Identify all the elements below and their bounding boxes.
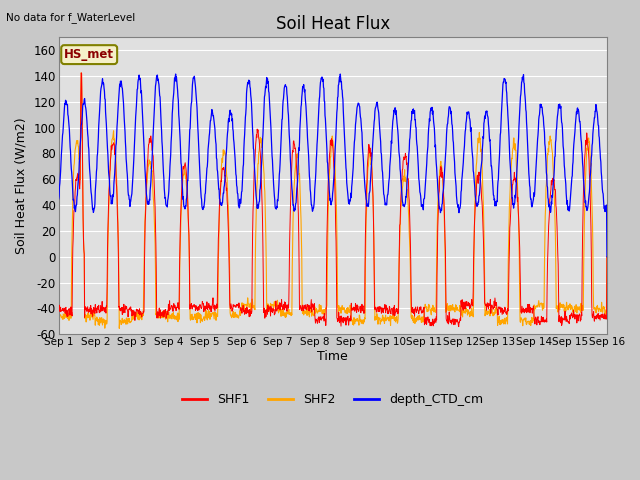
depth_CTD_cm xyxy=(177,160,185,166)
SHF2 xyxy=(77,70,85,76)
Legend: SHF1, SHF2, depth_CTD_cm: SHF1, SHF2, depth_CTD_cm xyxy=(177,388,488,411)
Text: HS_met: HS_met xyxy=(64,48,114,61)
SHF1 xyxy=(419,309,426,315)
SHF1 xyxy=(239,306,246,312)
SHF2 xyxy=(115,325,123,331)
SHF1 xyxy=(490,299,498,304)
SHF1 xyxy=(603,254,611,260)
X-axis label: Time: Time xyxy=(317,350,348,363)
SHF2 xyxy=(539,307,547,313)
depth_CTD_cm xyxy=(239,180,246,186)
SHF1 xyxy=(55,308,63,313)
SHF2 xyxy=(164,312,172,317)
SHF1 xyxy=(164,312,172,317)
depth_CTD_cm xyxy=(490,192,498,198)
depth_CTD_cm xyxy=(172,71,179,77)
SHF2 xyxy=(419,319,426,325)
SHF2 xyxy=(177,206,185,212)
depth_CTD_cm xyxy=(538,105,546,110)
SHF2 xyxy=(55,314,63,320)
Title: Soil Heat Flux: Soil Heat Flux xyxy=(276,15,390,33)
Line: SHF1: SHF1 xyxy=(59,73,607,326)
depth_CTD_cm xyxy=(603,254,611,260)
depth_CTD_cm xyxy=(55,196,63,202)
Text: No data for f_WaterLevel: No data for f_WaterLevel xyxy=(6,12,136,23)
SHF1 xyxy=(455,324,463,329)
Line: SHF2: SHF2 xyxy=(59,73,607,328)
SHF2 xyxy=(490,312,498,318)
Y-axis label: Soil Heat Flux (W/m2): Soil Heat Flux (W/m2) xyxy=(15,118,28,254)
SHF1 xyxy=(177,203,185,208)
depth_CTD_cm xyxy=(419,203,426,208)
depth_CTD_cm xyxy=(163,204,171,210)
SHF1 xyxy=(539,315,547,321)
Line: depth_CTD_cm: depth_CTD_cm xyxy=(59,74,607,257)
SHF2 xyxy=(239,300,246,306)
SHF2 xyxy=(603,254,611,260)
SHF1 xyxy=(77,70,85,76)
